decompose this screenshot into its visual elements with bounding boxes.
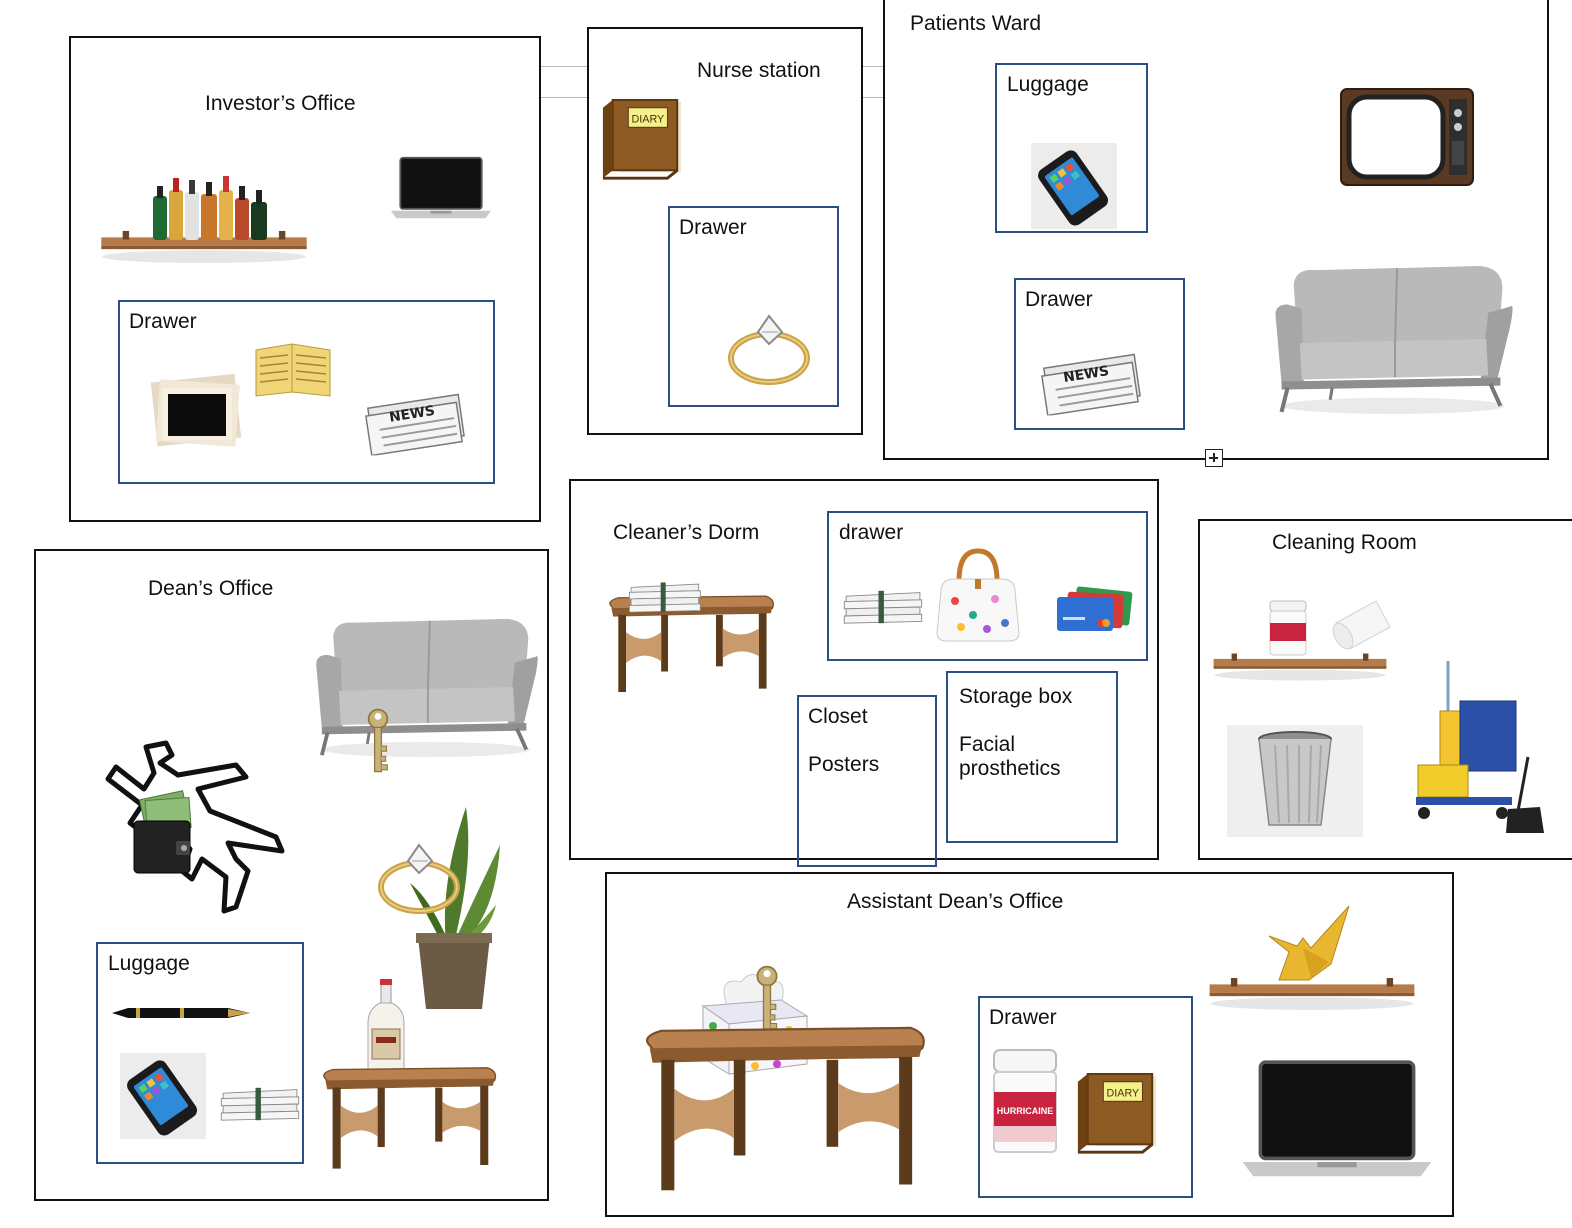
- luggage-container[interactable]: Luggage: [995, 63, 1148, 233]
- credit-cards[interactable]: [1055, 586, 1135, 633]
- connector-line: [541, 66, 589, 98]
- room-title: Investor’s Office: [205, 92, 356, 115]
- phone[interactable]: [1031, 141, 1117, 231]
- room-cleaning-room: Cleaning Room: [1198, 519, 1572, 860]
- connector-line: [862, 66, 884, 98]
- coffee-table[interactable]: [641, 1024, 931, 1200]
- coffee-table[interactable]: [595, 579, 789, 699]
- room-title: Assistant Dean’s Office: [847, 890, 1064, 913]
- key[interactable]: [364, 707, 392, 775]
- diary-text: DIARY: [632, 113, 665, 125]
- drawer-label: Drawer: [989, 1006, 1057, 1029]
- storage-box-item: Facial prosthetics: [959, 733, 1061, 781]
- coffee-table[interactable]: [320, 1065, 500, 1175]
- bank-book[interactable]: [252, 340, 334, 402]
- drawer-container[interactable]: Drawer NEWS: [118, 300, 495, 484]
- drawer-container[interactable]: Drawer NEWS: [1014, 278, 1185, 430]
- supply-shelf[interactable]: [1210, 587, 1391, 683]
- ring[interactable]: [374, 835, 464, 915]
- luggage-label: Luggage: [1007, 73, 1089, 96]
- room-title: Cleaner’s Dorm: [613, 521, 760, 544]
- sofa[interactable]: [1271, 264, 1515, 416]
- fountain-pen[interactable]: [110, 1004, 252, 1022]
- storage-box-container[interactable]: Storage box Facial prosthetics: [946, 671, 1118, 843]
- newspaper-text: NEWS: [388, 403, 436, 426]
- storage-box-label: Storage box: [959, 685, 1073, 708]
- liquor-shelf[interactable]: [97, 168, 311, 286]
- handbag[interactable]: [935, 545, 1021, 645]
- room-investors-office: Investor’s Office Drawer: [69, 36, 541, 522]
- expand-handle-icon[interactable]: [1205, 449, 1223, 467]
- diary-text: DIARY: [1107, 1087, 1140, 1099]
- room-deans-office: Dean’s Office Luggage: [34, 549, 549, 1201]
- laptop[interactable]: [389, 154, 493, 224]
- newspaper[interactable]: NEWS: [360, 386, 468, 456]
- drawer-label: Drawer: [129, 310, 197, 333]
- room-assistant-deans-office: Assistant Dean’s Office Drawer HURRICAIN…: [605, 872, 1454, 1217]
- paper-stack[interactable]: [218, 1086, 302, 1122]
- laptop[interactable]: [1239, 1056, 1435, 1186]
- drawer-label: Drawer: [1025, 288, 1093, 311]
- drawer-label: Drawer: [679, 216, 747, 239]
- paper-crane-shelf[interactable]: [1199, 902, 1425, 1012]
- body-outline[interactable]: [105, 739, 296, 915]
- luggage-container[interactable]: Luggage: [96, 942, 304, 1164]
- diary[interactable]: DIARY: [1074, 1070, 1162, 1160]
- room-cleaners-dorm: Cleaner’s Dorm drawer: [569, 479, 1159, 867]
- drawer-label: drawer: [839, 521, 904, 544]
- tv[interactable]: [1339, 87, 1475, 189]
- photos-stack[interactable]: [150, 373, 244, 450]
- sofa[interactable]: [304, 617, 548, 759]
- room-patients-ward: Patients Ward Luggage Drawer NEWS: [883, 0, 1549, 460]
- wallet[interactable]: [132, 790, 192, 875]
- paper-stack[interactable]: [841, 589, 925, 625]
- closet-item: Posters: [808, 753, 880, 776]
- drawer-container[interactable]: Drawer: [668, 206, 839, 407]
- liquor-bottle[interactable]: [366, 979, 406, 1075]
- closet-container[interactable]: Closet Posters: [797, 695, 937, 867]
- diary[interactable]: DIARY: [599, 95, 687, 187]
- drawer-container[interactable]: drawer: [827, 511, 1148, 661]
- closet-label: Closet: [808, 705, 868, 728]
- phone[interactable]: [120, 1052, 206, 1140]
- ring[interactable]: [724, 306, 814, 386]
- room-nurse-station: Nurse station DIARY Drawer: [587, 27, 863, 435]
- trash-can[interactable]: [1227, 725, 1363, 837]
- luggage-label: Luggage: [108, 952, 190, 975]
- drawer-container[interactable]: Drawer HURRICAINE DIARY: [978, 996, 1193, 1198]
- room-title: Dean’s Office: [148, 577, 274, 600]
- room-title: Nurse station: [697, 59, 821, 82]
- room-title: Patients Ward: [910, 12, 1042, 35]
- cleaning-cart[interactable]: [1410, 661, 1550, 837]
- medicine-text: HURRICAINE: [997, 1106, 1054, 1116]
- room-title: Cleaning Room: [1272, 531, 1417, 554]
- newspaper[interactable]: NEWS: [1036, 346, 1144, 416]
- newspaper-text: NEWS: [1062, 363, 1110, 386]
- medicine-jar[interactable]: HURRICAINE: [990, 1042, 1060, 1160]
